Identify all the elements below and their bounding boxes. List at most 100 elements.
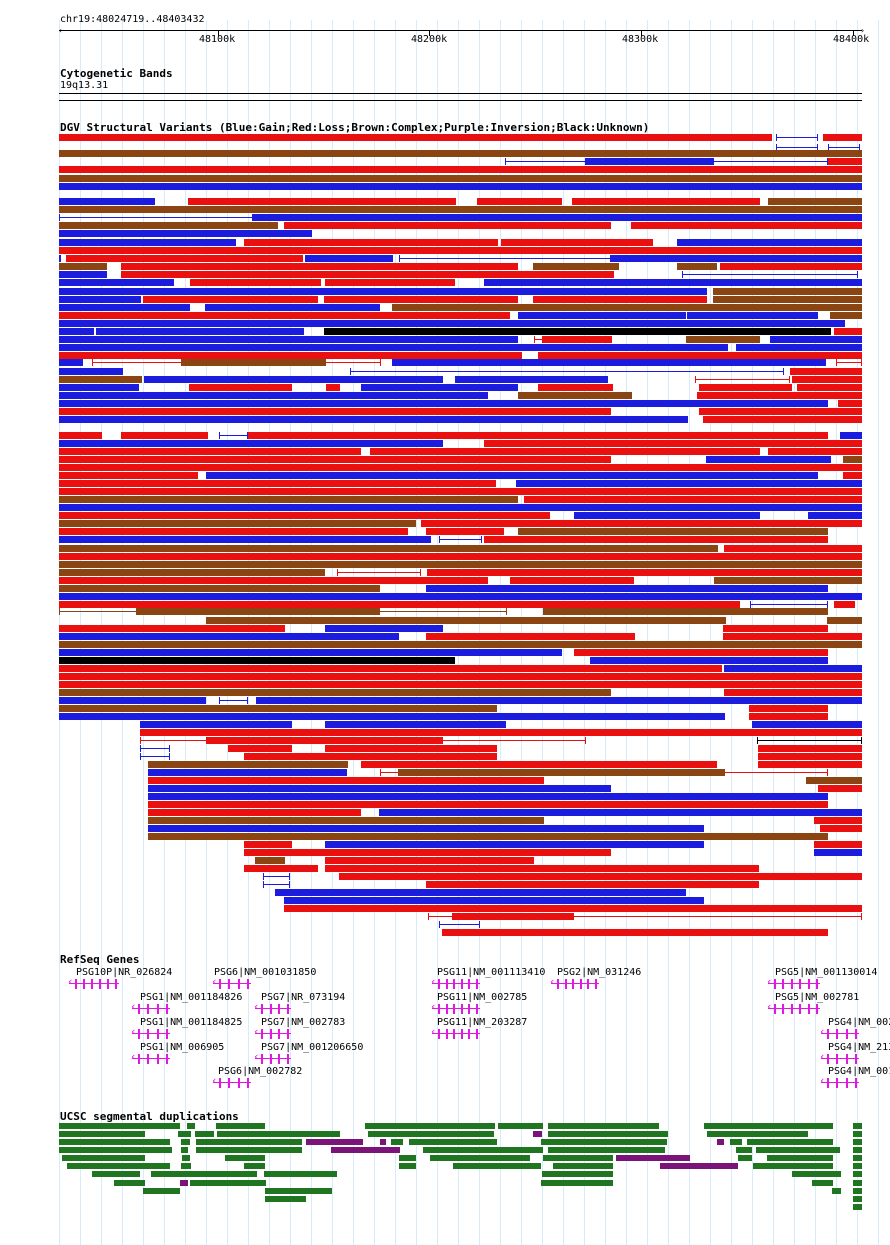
variant-loss[interactable] [244, 239, 498, 246]
segdup-feature-green[interactable] [553, 1163, 613, 1169]
variant-gain[interactable] [59, 416, 688, 423]
variant-gain[interactable] [736, 344, 862, 351]
variant-complex[interactable] [843, 456, 862, 463]
variant-loss[interactable] [533, 296, 707, 303]
variant-loss[interactable] [426, 633, 635, 640]
variant-loss[interactable] [244, 865, 318, 872]
variant-gain[interactable] [59, 239, 236, 246]
segdup-feature-green[interactable] [151, 1171, 257, 1177]
variant-gain[interactable] [148, 785, 611, 792]
segdup-feature-green[interactable] [225, 1155, 265, 1161]
variant-loss[interactable] [244, 753, 497, 760]
gene-label[interactable]: PSG7|NR_073194 [261, 992, 346, 1003]
segdup-feature-green[interactable] [453, 1163, 541, 1169]
segdup-feature-green[interactable] [792, 1171, 841, 1177]
variant-loss[interactable] [758, 745, 862, 752]
variant-loss[interactable] [790, 368, 862, 375]
variant-loss[interactable] [339, 873, 862, 880]
variant-gain[interactable] [59, 344, 728, 351]
segdup-feature-green[interactable] [181, 1139, 190, 1145]
variant-loss[interactable] [758, 753, 862, 760]
variant-complex[interactable] [59, 569, 325, 576]
variant-loss[interactable] [59, 456, 611, 463]
variant-gain[interactable] [585, 158, 714, 165]
variant-gain[interactable] [59, 368, 123, 375]
variant-gain[interactable] [814, 849, 862, 856]
gene-model[interactable]: ‹ [211, 976, 251, 990]
variant-loss[interactable] [834, 328, 862, 335]
segdup-feature-green[interactable] [399, 1163, 416, 1169]
variant-complex[interactable] [59, 641, 862, 648]
variant-complex[interactable] [713, 288, 862, 295]
segdup-feature-green[interactable] [217, 1131, 340, 1137]
gene-label[interactable]: PSG2|NM_031246 [557, 967, 642, 978]
segdup-feature-purple[interactable] [717, 1139, 724, 1145]
refseq-track-title[interactable]: RefSeq Genes [60, 953, 140, 966]
variant-gain[interactable] [59, 320, 845, 327]
segdup-feature-green[interactable] [67, 1163, 170, 1169]
variant-gain[interactable] [687, 312, 818, 319]
variant-complex[interactable] [148, 817, 544, 824]
segdup-feature-green[interactable] [767, 1155, 833, 1161]
variant-complex[interactable] [136, 608, 380, 615]
variant-loss[interactable] [370, 448, 760, 455]
variant-loss[interactable] [59, 312, 510, 319]
gene-label[interactable]: PSG7|NM_001206650 [261, 1042, 364, 1053]
variant-loss[interactable] [59, 448, 361, 455]
variant-complex[interactable] [830, 312, 862, 319]
variant-loss[interactable] [484, 440, 862, 447]
variant-complex[interactable] [255, 857, 285, 864]
variant-loss[interactable] [442, 929, 828, 936]
variant-loss[interactable] [59, 247, 862, 254]
gene-label[interactable]: PSG1|NM_006905 [140, 1042, 225, 1053]
segdup-feature-green[interactable] [853, 1123, 862, 1129]
variant-gain[interactable] [284, 897, 704, 904]
variant-loss[interactable] [828, 158, 862, 165]
variant-loss[interactable] [574, 649, 828, 656]
variant-loss[interactable] [206, 737, 443, 744]
variant-loss[interactable] [749, 705, 828, 712]
variant-gain[interactable] [144, 376, 443, 383]
gene-label[interactable]: PSG7|NM_002783 [261, 1017, 346, 1028]
variant-loss[interactable] [838, 400, 862, 407]
segdup-feature-green[interactable] [195, 1131, 214, 1137]
variant-loss[interactable] [477, 198, 562, 205]
gene-label[interactable]: PSG5|NM_001130014 [775, 967, 878, 978]
variant-gain[interactable] [59, 336, 518, 343]
variant-unknown[interactable] [324, 328, 831, 335]
segdup-feature-green[interactable] [736, 1147, 752, 1153]
variant-complex[interactable] [181, 359, 326, 366]
variant-complex[interactable] [59, 222, 278, 229]
gene-model[interactable]: ‹ [430, 976, 480, 990]
variant-complex[interactable] [59, 496, 518, 503]
segdup-feature-green[interactable] [365, 1123, 495, 1129]
gene-model[interactable]: ‹ [211, 1075, 251, 1089]
variant-loss[interactable] [818, 785, 862, 792]
variant-gain[interactable] [59, 633, 399, 640]
variant-complex[interactable] [59, 545, 718, 552]
variant-complex[interactable] [392, 304, 862, 311]
segdup-track-title[interactable]: UCSC segmental duplications [60, 1110, 239, 1123]
variant-complex[interactable] [518, 528, 828, 535]
segdup-feature-green[interactable] [756, 1147, 840, 1153]
variant-complex[interactable] [59, 561, 862, 568]
variant-gain[interactable] [275, 889, 686, 896]
variant-complex[interactable] [59, 206, 862, 213]
variant-gain[interactable] [379, 809, 862, 816]
variant-complex[interactable] [533, 263, 619, 270]
gene-model[interactable]: ‹ [253, 1001, 291, 1015]
segdup-feature-green[interactable] [738, 1155, 752, 1161]
variant-loss[interactable] [59, 665, 722, 672]
segdup-feature-green[interactable] [430, 1155, 530, 1161]
gene-label[interactable]: PSG6|NM_002782 [218, 1066, 303, 1077]
segdup-feature-green[interactable] [59, 1131, 145, 1137]
variant-gain[interactable] [59, 713, 725, 720]
gene-model[interactable]: ‹ [819, 1026, 859, 1040]
segdup-feature-green[interactable] [853, 1139, 862, 1145]
segdup-feature-green[interactable] [812, 1180, 833, 1186]
segdup-feature-green[interactable] [548, 1123, 659, 1129]
variant-complex[interactable] [398, 769, 725, 776]
variant-loss[interactable] [724, 689, 862, 696]
variant-gain[interactable] [724, 665, 862, 672]
variant-gain[interactable] [59, 504, 862, 511]
